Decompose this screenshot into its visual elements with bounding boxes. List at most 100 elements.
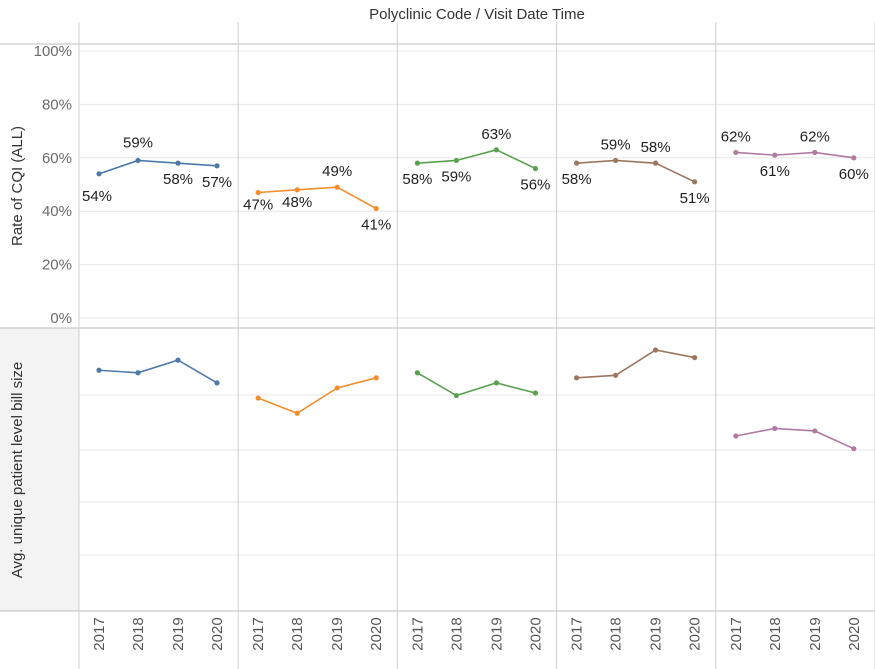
top-data-point xyxy=(532,165,539,172)
x-tick-label: 2018 xyxy=(289,617,306,650)
header-title: Polyclinic Code / Visit Date Time xyxy=(369,6,585,23)
top-data-point xyxy=(414,160,420,166)
top-data-point xyxy=(772,152,778,158)
x-tick-label: 2017 xyxy=(728,617,745,650)
top-series-line xyxy=(576,159,695,183)
top-data-point xyxy=(812,149,818,156)
data-label: 58% xyxy=(641,139,671,156)
bottom-series-line xyxy=(257,377,377,415)
bottom-series-line xyxy=(576,349,695,379)
data-label: 58% xyxy=(163,171,193,188)
x-tick-label: 2017 xyxy=(250,617,267,650)
top-data-point xyxy=(574,160,580,166)
x-tick-label: 2020 xyxy=(527,617,544,650)
bottom-data-point xyxy=(175,357,181,363)
bottom-series-line xyxy=(735,427,855,450)
x-tick-label: 2017 xyxy=(91,617,108,650)
top-data-point xyxy=(692,179,698,185)
bottom-data-point xyxy=(772,425,778,432)
top-data-point xyxy=(294,187,300,193)
data-label: 59% xyxy=(123,134,153,151)
data-label: 56% xyxy=(520,176,550,193)
y-tick-label: 40% xyxy=(42,203,72,220)
top-data-point xyxy=(373,205,379,212)
bottom-data-point xyxy=(453,392,459,399)
bottom-data-point xyxy=(812,428,818,434)
x-tick-label: 2020 xyxy=(209,617,226,650)
x-tick-label: 2019 xyxy=(648,617,665,650)
data-label: 48% xyxy=(282,194,312,211)
bottom-data-point xyxy=(373,375,379,381)
x-tick-label: 2017 xyxy=(409,617,426,650)
bottom-data-point xyxy=(733,433,739,439)
x-tick-label: 2019 xyxy=(488,617,505,650)
data-label: 61% xyxy=(760,163,790,180)
bottom-data-point xyxy=(294,410,300,416)
bottom-data-point xyxy=(574,375,580,381)
bottom-data-point xyxy=(532,390,539,396)
bottom-data-point xyxy=(613,372,619,378)
bottom-data-point xyxy=(493,380,499,386)
x-tick-label: 2020 xyxy=(846,617,863,650)
top-data-point xyxy=(851,155,857,161)
data-label: 59% xyxy=(441,168,471,185)
bottom-data-point xyxy=(214,380,220,386)
top-data-point xyxy=(493,147,499,153)
bottom-data-point xyxy=(692,354,698,361)
x-tick-label: 2020 xyxy=(687,617,704,650)
bottom-series-line xyxy=(98,359,218,384)
data-label: 49% xyxy=(322,163,352,180)
top-data-point xyxy=(733,149,739,156)
top-data-point xyxy=(334,184,340,190)
y-tick-label: 80% xyxy=(42,96,72,113)
top-series-line xyxy=(735,151,854,159)
x-tick-label: 2019 xyxy=(170,617,187,650)
data-label: 59% xyxy=(601,136,631,153)
top-data-point xyxy=(613,157,619,164)
bottom-data-point xyxy=(96,367,102,373)
y-tick-label: 20% xyxy=(42,257,72,274)
top-series-line xyxy=(417,148,536,170)
bottom-data-point xyxy=(334,385,340,391)
y-tick-label: 100% xyxy=(34,43,72,60)
bottom-series-line xyxy=(416,372,536,397)
top-data-point xyxy=(653,160,659,166)
top-data-point xyxy=(175,160,181,166)
x-tick-label: 2019 xyxy=(329,617,346,650)
data-label: 62% xyxy=(800,128,830,145)
data-label: 51% xyxy=(680,190,710,207)
x-tick-label: 2017 xyxy=(569,617,586,650)
bottom-data-point xyxy=(653,347,659,353)
bottom-data-point xyxy=(135,370,141,376)
data-label: 62% xyxy=(721,128,751,145)
x-tick-label: 2018 xyxy=(767,617,784,650)
data-label: 47% xyxy=(243,197,273,214)
top-data-point xyxy=(135,157,141,164)
y-tick-label: 0% xyxy=(50,310,72,327)
x-tick-label: 2020 xyxy=(368,617,385,650)
top-data-point xyxy=(214,163,220,169)
top-series-line xyxy=(98,159,218,175)
data-label: 54% xyxy=(82,188,112,205)
left-axis-background xyxy=(0,328,79,611)
data-label: 41% xyxy=(361,217,391,234)
x-tick-label: 2019 xyxy=(807,617,824,650)
data-label: 57% xyxy=(202,174,232,191)
data-label: 58% xyxy=(402,171,432,188)
bottom-data-point xyxy=(414,370,420,376)
y-axis-title-top: Rate of CQI (ALL) xyxy=(9,126,26,246)
top-data-point xyxy=(255,189,261,196)
y-axis-title-bottom: Avg. unique patient level bill size xyxy=(9,362,26,579)
x-tick-label: 2018 xyxy=(130,617,147,650)
top-series-line xyxy=(258,186,377,210)
top-data-point xyxy=(453,157,459,164)
x-tick-label: 2018 xyxy=(448,617,465,650)
bottom-data-point xyxy=(851,446,857,452)
bottom-data-point xyxy=(255,395,261,401)
data-label: 58% xyxy=(562,171,592,188)
data-label: 60% xyxy=(839,166,869,183)
y-tick-label: 60% xyxy=(42,150,72,167)
top-data-point xyxy=(96,171,102,177)
x-tick-label: 2018 xyxy=(608,617,625,650)
